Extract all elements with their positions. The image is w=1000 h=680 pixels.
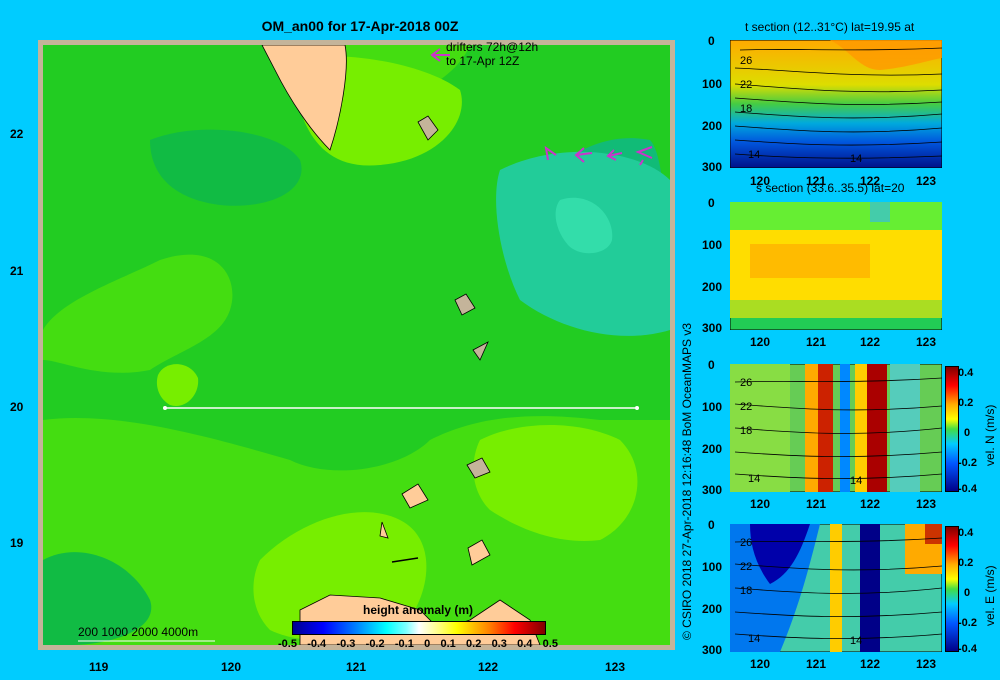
contour-label: 26: [740, 537, 752, 549]
panel-y-tick: 300: [702, 483, 723, 497]
panel-x-tick: 121: [806, 174, 827, 188]
contour-label: 14: [748, 473, 760, 485]
panel-y-tick: 300: [702, 321, 723, 335]
lat-tick: 19: [10, 536, 24, 550]
panel-x-tick: 123: [916, 497, 937, 511]
main-map: [38, 40, 675, 650]
panel-x-tick: 122: [860, 657, 881, 671]
colorbar-tick: -0.4: [307, 638, 327, 650]
drifters-label-2: to 17-Apr 12Z: [446, 54, 520, 68]
contour-label: 22: [740, 561, 752, 573]
lat-tick: 22: [10, 127, 24, 141]
contour-label: 26: [740, 55, 752, 67]
contour-label: 14: [748, 149, 760, 161]
vel-e-label: vel. E (m/s): [983, 565, 997, 626]
drifter-arrows: [430, 48, 653, 166]
vel-n-label: vel. N (m/s): [983, 404, 997, 466]
lon-tick: 120: [221, 660, 242, 674]
contour-label: 18: [740, 103, 752, 115]
lat-tick: 21: [10, 264, 24, 278]
panel-x-tick: 123: [916, 657, 937, 671]
lon-tick: 119: [89, 660, 109, 674]
panel-x-tick: 123: [916, 174, 937, 188]
panel-x-tick: 121: [806, 657, 827, 671]
colorbar-label: height anomaly (m): [362, 603, 473, 617]
vel-tick: 0.4: [958, 367, 974, 379]
lon-tick: 123: [605, 660, 626, 674]
panel-y-tick: 100: [702, 400, 723, 414]
panel-x-tick: 122: [860, 497, 881, 511]
panel-x-tick: 120: [750, 497, 771, 511]
contour-label: 22: [740, 79, 752, 91]
panel-1-plot: 26 22 18 14 14: [730, 40, 942, 168]
panel-2-plot: [730, 202, 942, 330]
vel-tick: -0.2: [958, 457, 977, 469]
contour-label: 22: [740, 401, 752, 413]
vel-e-colorbar: [945, 526, 959, 652]
vel-n-colorbar: [945, 366, 959, 492]
colorbar-tick: 0.2: [466, 638, 482, 650]
panel-3-plot: 26 22 18 14 14: [730, 364, 942, 492]
colorbar-ticks: -0.5 -0.4 -0.3 -0.2 -0.1 0 0.1 0.2 0.3 0…: [278, 638, 558, 650]
contour-label: 18: [740, 425, 752, 437]
panel-y-tick: 200: [702, 119, 723, 133]
depth-legend: 200 1000 2000 4000m: [78, 625, 199, 639]
panel-y-tick: 300: [702, 160, 723, 174]
contour-label: 14: [748, 633, 760, 645]
panel-1-title: t section (12..31°C) lat=19.95 at: [745, 20, 915, 34]
vel-tick: -0.4: [958, 643, 977, 655]
colorbar-tick: 0.5: [542, 638, 558, 650]
height-anomaly-field: [43, 45, 670, 645]
panel-y-tick: 0: [708, 196, 715, 210]
vel-tick: 0.4: [958, 527, 974, 539]
vel-tick: 0.2: [958, 557, 974, 569]
colorbar-tick: -0.5: [278, 638, 297, 650]
panel-x-tick: 120: [750, 174, 771, 188]
colorbar-tick: 0: [424, 638, 431, 650]
contour-label: 14: [850, 153, 862, 165]
panel-y-tick: 100: [702, 238, 723, 252]
credit-text: © CSIRO 2018 27-Apr-2018 12:16:48 BoM Oc…: [680, 322, 694, 640]
panel-x-tick: 122: [860, 335, 881, 349]
panel-y-tick: 100: [702, 77, 723, 91]
panel-y-tick: 0: [708, 34, 715, 48]
vel-tick: 0: [964, 587, 971, 599]
lat-tick: 20: [10, 400, 24, 414]
panel-y-tick: 100: [702, 560, 723, 574]
contour-label: 14: [850, 635, 862, 647]
vel-tick: 0.2: [958, 397, 974, 409]
panel-4-plot: 26 22 18 14 14: [730, 524, 942, 652]
panel-y-tick: 0: [708, 358, 715, 372]
lon-tick: 121: [346, 660, 367, 674]
map-title: OM_an00 for 17-Apr-2018 00Z: [261, 18, 459, 34]
colorbar-tick: -0.2: [365, 638, 385, 650]
colorbar-tick: 0.4: [517, 638, 533, 650]
colorbar-tick: -0.3: [336, 638, 356, 650]
panel-2-title: s section (33.6..35.5) lat=20: [756, 181, 905, 195]
panel-x-tick: 121: [806, 335, 827, 349]
panel-x-tick: 123: [916, 335, 937, 349]
vel-tick: 0: [964, 427, 971, 439]
panel-x-tick: 120: [750, 657, 771, 671]
contour-label: 14: [850, 475, 862, 487]
panel-x-tick: 120: [750, 335, 771, 349]
colorbar-tick: -0.1: [394, 638, 414, 650]
panel-x-tick: 121: [806, 497, 827, 511]
drifters-label-1: drifters 72h@12h: [446, 40, 539, 54]
panel-y-tick: 300: [702, 643, 723, 657]
vel-tick: -0.4: [958, 483, 977, 495]
panel-y-tick: 0: [708, 518, 715, 532]
colorbar-tick: 0.1: [440, 638, 456, 650]
colorbar-gradient: [292, 621, 546, 635]
panel-y-tick: 200: [702, 280, 723, 294]
panel-x-tick: 122: [860, 174, 881, 188]
contour-label: 18: [740, 585, 752, 597]
colorbar-tick: 0.3: [491, 638, 507, 650]
contour-label: 26: [740, 377, 752, 389]
panel-y-tick: 200: [702, 602, 723, 616]
vel-tick: -0.2: [958, 617, 977, 629]
lon-tick: 122: [478, 660, 499, 674]
panel-y-tick: 200: [702, 442, 723, 456]
